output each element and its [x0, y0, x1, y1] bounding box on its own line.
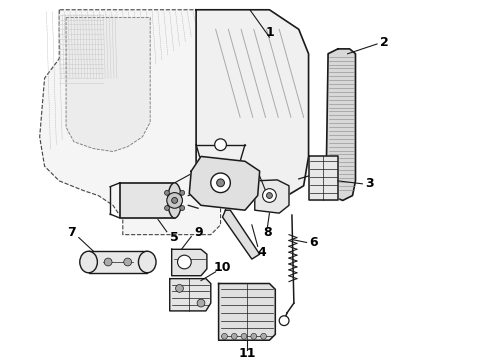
Polygon shape: [219, 284, 275, 340]
Circle shape: [279, 316, 289, 325]
Polygon shape: [196, 10, 309, 201]
Circle shape: [124, 258, 132, 266]
Ellipse shape: [168, 183, 181, 218]
Polygon shape: [89, 251, 147, 273]
Text: 5: 5: [170, 231, 179, 244]
Polygon shape: [255, 180, 289, 213]
Circle shape: [165, 206, 170, 211]
Circle shape: [221, 333, 227, 339]
Circle shape: [261, 333, 267, 339]
Polygon shape: [120, 183, 174, 218]
Circle shape: [180, 206, 185, 211]
Text: 11: 11: [238, 347, 256, 360]
Circle shape: [217, 179, 224, 187]
Text: 2: 2: [380, 36, 389, 49]
Circle shape: [251, 333, 257, 339]
Circle shape: [104, 258, 112, 266]
Polygon shape: [189, 157, 260, 210]
Circle shape: [231, 333, 237, 339]
Text: 9: 9: [195, 226, 203, 239]
Ellipse shape: [139, 251, 156, 273]
Circle shape: [241, 333, 247, 339]
Text: 1: 1: [265, 26, 274, 39]
Text: 3: 3: [365, 177, 373, 190]
Circle shape: [165, 190, 170, 195]
Text: 7: 7: [68, 226, 76, 239]
Polygon shape: [222, 210, 260, 259]
Polygon shape: [40, 10, 220, 235]
Circle shape: [175, 284, 183, 292]
Polygon shape: [66, 18, 150, 152]
Polygon shape: [172, 249, 207, 276]
Circle shape: [172, 198, 177, 203]
Text: 6: 6: [309, 236, 318, 249]
Circle shape: [197, 299, 205, 307]
Circle shape: [267, 193, 272, 198]
Circle shape: [211, 173, 230, 193]
Circle shape: [180, 190, 185, 195]
Text: 4: 4: [257, 246, 266, 259]
Text: 8: 8: [263, 226, 272, 239]
Circle shape: [215, 139, 226, 150]
Text: 10: 10: [214, 261, 231, 274]
Polygon shape: [326, 49, 355, 201]
Ellipse shape: [80, 251, 98, 273]
Polygon shape: [170, 279, 211, 311]
Circle shape: [263, 189, 276, 202]
Circle shape: [177, 255, 191, 269]
Polygon shape: [309, 157, 338, 201]
Circle shape: [167, 193, 182, 208]
